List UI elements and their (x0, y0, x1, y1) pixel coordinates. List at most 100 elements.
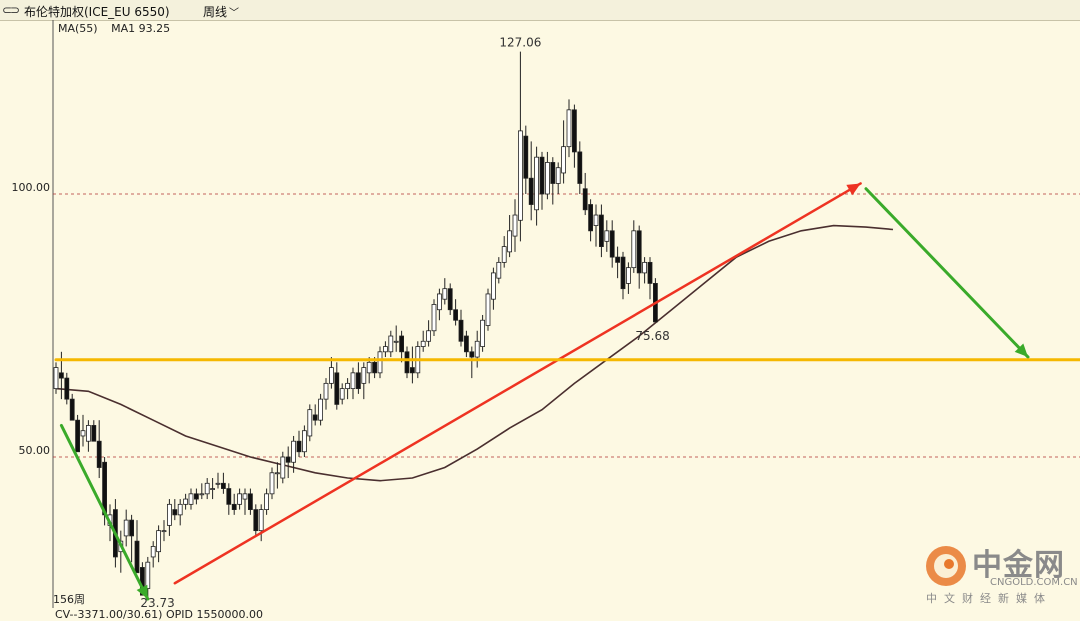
candle-body (647, 261, 653, 284)
trend-arrow-head (136, 584, 148, 600)
candle-body (388, 335, 394, 353)
candle-body (577, 151, 583, 184)
candle-body (75, 419, 80, 453)
candle-body (91, 425, 97, 442)
candle-body (166, 503, 172, 526)
candle-body (312, 414, 318, 421)
candle-body (372, 361, 378, 374)
candle-body (307, 409, 313, 437)
candle-body (345, 382, 351, 390)
candle-body (86, 425, 91, 442)
link-icon[interactable]: ⊂⊃ (2, 3, 20, 17)
candle-body (156, 530, 162, 553)
candle-body (210, 488, 216, 490)
trend-arrow-line (173, 182, 862, 585)
candle-body (350, 372, 356, 390)
candle-body (226, 488, 232, 505)
candle-body (609, 230, 615, 258)
high-price-label: 127.06 (499, 36, 541, 50)
candle-body (582, 188, 588, 211)
candle-body (242, 493, 248, 500)
candle-body (485, 293, 491, 326)
candle-body (431, 304, 437, 332)
candle-body (231, 503, 237, 510)
y-tick-label: 100.00 (12, 181, 51, 194)
candle-body (323, 382, 329, 400)
candle-body (269, 472, 275, 495)
candle-body (393, 340, 399, 343)
instrument-title: 布伦特加权(ICE_EU 6550) (24, 5, 170, 19)
ma-legend: MA(55) MA1 93.25 (58, 22, 180, 35)
candle-body (409, 367, 415, 374)
candle-body (480, 319, 486, 347)
candle-body (528, 177, 534, 205)
trend-arrow-line (59, 423, 150, 601)
candle-body (507, 230, 513, 253)
watermark-name: 中金网 (972, 548, 1065, 583)
candle-body (361, 367, 367, 384)
candle-body (474, 340, 480, 358)
candle-body (291, 440, 297, 463)
candle-body (463, 335, 469, 353)
candle-body (215, 482, 221, 485)
period-count-label: 156周 (53, 593, 85, 606)
period-selector[interactable]: 周线 ﹀ (203, 3, 239, 20)
last-price-label: 75.68 (635, 329, 669, 343)
candle-body (220, 482, 226, 489)
candle-body (80, 430, 86, 437)
candle-body (280, 456, 286, 479)
candle-body (264, 493, 270, 511)
candle-body (404, 351, 410, 374)
candle-body (458, 319, 464, 342)
ma-line (55, 224, 894, 482)
candle-body (555, 167, 561, 184)
candle-body (237, 493, 243, 505)
candle-body (193, 493, 199, 500)
candle-body (566, 109, 572, 148)
ma-label: MA(55) (58, 22, 98, 35)
candle-body (188, 493, 194, 505)
candle-body (399, 335, 405, 353)
candle-body (328, 367, 334, 384)
watermark-tagline: 中文财经新媒体 (926, 592, 1052, 605)
y-tick-label: 50.00 (19, 444, 51, 457)
chart-header-bar: ⊂⊃ 布伦特加权(ICE_EU 6550) 周线 ﹀ (0, 0, 1080, 21)
candle-body (636, 230, 642, 274)
candle-body (469, 351, 475, 358)
candle-body (561, 146, 566, 174)
candle-body (593, 214, 599, 226)
candle-body (534, 156, 539, 211)
candle-body (539, 156, 545, 195)
candle-body (642, 261, 647, 274)
candle-body (550, 162, 556, 184)
trend-arrow-head (1014, 343, 1028, 358)
candle-body (626, 267, 631, 284)
candle-body (615, 256, 620, 263)
candle-body (447, 288, 453, 311)
candle-body (339, 388, 345, 400)
candle-body (301, 430, 307, 453)
candle-body (382, 346, 388, 353)
candle-body (318, 398, 324, 421)
candle-body (69, 398, 75, 421)
candle-body (501, 246, 507, 263)
cngold-logo (926, 546, 966, 586)
candle-body (285, 456, 291, 463)
candle-body (247, 493, 253, 511)
candle-body (134, 540, 140, 574)
candle-body (604, 230, 610, 242)
candle-body (518, 130, 523, 221)
candle-body (426, 330, 432, 342)
candle-body (96, 440, 102, 468)
candle-body (496, 261, 502, 279)
candle-body (377, 351, 383, 374)
candle-body (145, 561, 151, 589)
candle-body (631, 230, 637, 269)
candle-body (296, 440, 302, 453)
low-price-label: 23.73 (140, 596, 174, 610)
candle-body (512, 214, 518, 237)
candle-body (545, 162, 550, 195)
candle-body (129, 519, 135, 537)
watermark-domain: CNGOLD.COM.CN (990, 577, 1078, 588)
